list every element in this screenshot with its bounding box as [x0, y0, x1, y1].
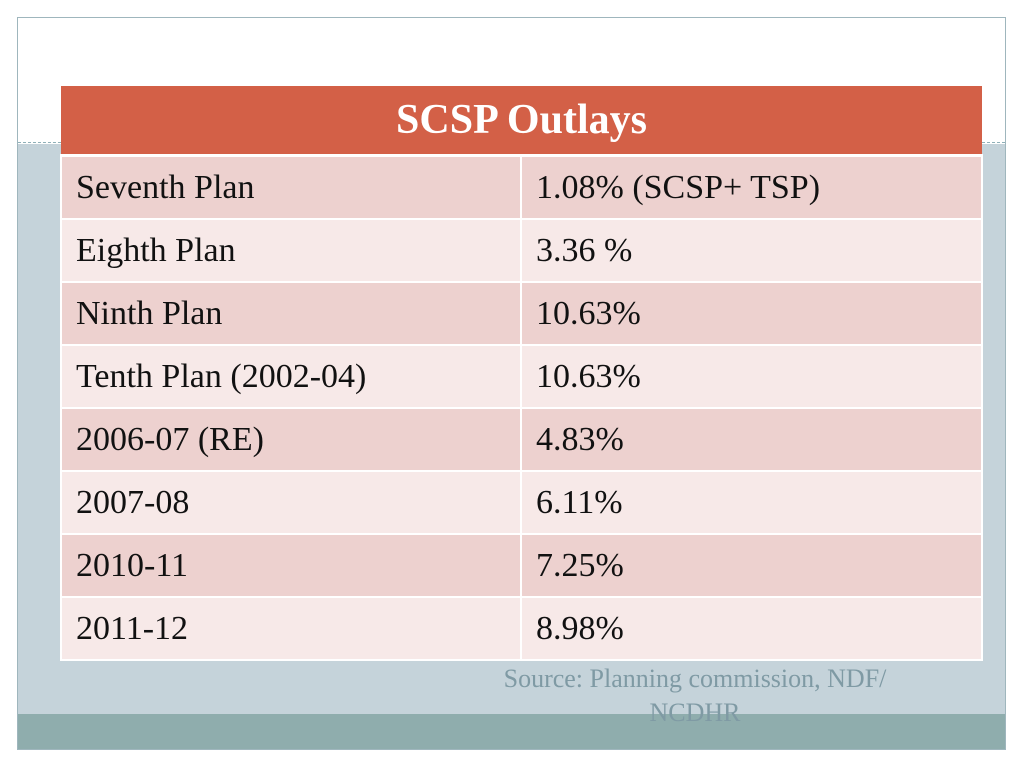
row-label: Ninth Plan [60, 281, 522, 346]
source-line-1: Source: Planning commission, NDF/ [503, 664, 887, 693]
row-value: 10.63% [519, 281, 984, 346]
row-value: 8.98% [519, 596, 984, 661]
row-value: 3.36 % [519, 218, 984, 283]
table-header-row: SCSP Outlays [61, 86, 983, 157]
row-value: 4.83% [519, 407, 984, 472]
table-row: Tenth Plan (2002-04) 10.63% [60, 344, 984, 409]
outlays-table: SCSP Outlays Seventh Plan 1.08% (SCSP+ T… [60, 86, 984, 661]
source-line-2: NCDHR [649, 698, 741, 727]
row-label: 2006-07 (RE) [60, 407, 522, 472]
table-row: Eighth Plan 3.36 % [60, 218, 984, 283]
table-row: 2010-11 7.25% [60, 533, 984, 598]
row-label: 2011-12 [60, 596, 522, 661]
row-label: Tenth Plan (2002-04) [60, 344, 522, 409]
table-row: 2011-12 8.98% [60, 596, 984, 661]
outlays-table-container: SCSP Outlays Seventh Plan 1.08% (SCSP+ T… [60, 86, 984, 661]
row-value: 1.08% (SCSP+ TSP) [519, 154, 984, 220]
row-value: 7.25% [519, 533, 984, 598]
row-value: 10.63% [519, 344, 984, 409]
footer-band [18, 714, 1005, 749]
row-label: Seventh Plan [60, 154, 522, 220]
row-value: 6.11% [519, 470, 984, 535]
row-label: Eighth Plan [60, 218, 522, 283]
table-title: SCSP Outlays [61, 86, 983, 157]
row-label: 2007-08 [60, 470, 522, 535]
table-row: Seventh Plan 1.08% (SCSP+ TSP) [60, 154, 984, 220]
source-caption: Source: Planning commission, NDF/ NCDHR [445, 662, 945, 730]
table-row: Ninth Plan 10.63% [60, 281, 984, 346]
table-row: 2006-07 (RE) 4.83% [60, 407, 984, 472]
row-label: 2010-11 [60, 533, 522, 598]
table-row: 2007-08 6.11% [60, 470, 984, 535]
